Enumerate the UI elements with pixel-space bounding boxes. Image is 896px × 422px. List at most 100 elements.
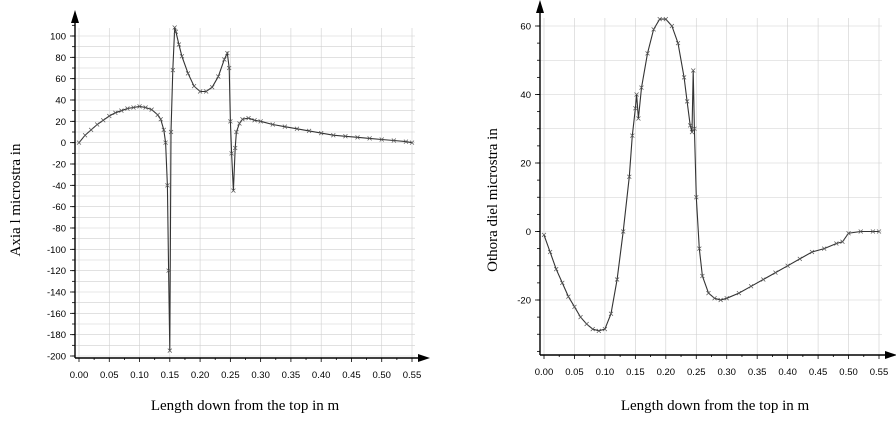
data-point	[343, 134, 348, 139]
y-axis-label: Axia l microstra in	[8, 143, 24, 256]
y-tick-label: -20	[517, 296, 531, 307]
y-tick-label: -180	[47, 330, 66, 341]
data-point	[197, 89, 203, 94]
y-tick-label: -40	[52, 181, 66, 192]
data-point	[821, 246, 827, 251]
data-point	[163, 140, 168, 145]
x-tick-label: 0.35	[282, 370, 301, 381]
data-point	[645, 51, 650, 56]
x-tick-label: 0.05	[565, 367, 584, 378]
y-tick-label: -20	[52, 160, 66, 171]
data-point	[379, 137, 384, 142]
data-point	[748, 284, 754, 289]
data-point	[161, 127, 167, 133]
data-point	[119, 108, 124, 113]
y-tick-label: 40	[520, 90, 531, 101]
y-tick-label: 40	[55, 96, 66, 107]
data-point	[391, 138, 397, 143]
data-point	[231, 188, 236, 193]
data-point	[651, 27, 656, 32]
data-point	[633, 105, 638, 111]
data-point	[636, 116, 641, 121]
data-point	[712, 296, 717, 301]
data-point	[634, 92, 639, 97]
data-point	[834, 241, 839, 246]
data-point	[100, 118, 106, 123]
data-point	[773, 270, 778, 275]
data-point	[596, 328, 602, 334]
data-point	[809, 249, 815, 255]
data-point	[167, 348, 173, 353]
data-point	[785, 263, 790, 268]
data-point	[166, 268, 171, 273]
orthoradial-strain-chart: 0.00 0.05 0.10 0.15 0.20 0.25 0.30 0.35 0.40 0.45…	[485, 0, 896, 414]
data-point	[252, 118, 257, 123]
y-tick-label: -120	[47, 266, 66, 277]
data-point	[88, 127, 94, 133]
data-point	[306, 128, 312, 134]
data-point	[876, 229, 882, 234]
data-point	[846, 230, 851, 236]
data-point	[608, 311, 614, 316]
data-point	[541, 232, 547, 238]
x-tick-label: 0.25	[687, 367, 706, 378]
data-point	[226, 65, 232, 71]
data-point	[684, 99, 690, 104]
data-point	[246, 115, 251, 121]
y-tick-label: 60	[55, 74, 66, 85]
x-tick-label: 0.35	[748, 367, 767, 378]
x-axis-label: Length down from the top in m	[151, 398, 340, 414]
y-tick-label: -80	[52, 224, 66, 235]
y-tick-label: -100	[47, 245, 66, 256]
x-tick-label: 0.55	[403, 370, 422, 381]
data-point	[639, 85, 644, 90]
data-point	[355, 135, 360, 140]
data-point	[270, 122, 275, 127]
x-tick-label: 0.00	[535, 367, 554, 378]
data-point	[240, 116, 245, 122]
data-point	[107, 113, 112, 119]
data-point	[176, 42, 182, 47]
data-point	[234, 129, 239, 135]
data-point	[143, 105, 148, 110]
data-point	[228, 119, 233, 124]
x-tick-label: 0.15	[161, 370, 180, 381]
y-tick-label: 20	[55, 117, 66, 128]
x-tick-label: 0.50	[839, 367, 858, 378]
data-point	[630, 133, 635, 138]
data-point	[216, 74, 221, 79]
data-point	[675, 40, 681, 46]
data-point	[669, 23, 675, 29]
data-point	[94, 122, 100, 127]
data-point	[158, 116, 163, 122]
data-point	[237, 121, 242, 126]
x-axis-label: Length down from the top in m	[621, 398, 810, 414]
data-point	[82, 132, 88, 138]
x-tick-label: 0.10	[596, 367, 615, 378]
data-point	[681, 75, 687, 80]
data-point	[172, 25, 177, 30]
x-tick-label: 0.30	[251, 370, 270, 381]
x-tick-label: 0.30	[717, 367, 736, 378]
data-point	[700, 273, 705, 279]
y-tick-label: -200	[47, 352, 66, 363]
y-tick-label: 60	[520, 22, 531, 33]
x-tick-label: 0.45	[809, 367, 828, 378]
data-point	[191, 83, 197, 89]
data-point	[690, 68, 696, 73]
y-tick-label: -140	[47, 288, 66, 299]
x-tick-label: 0.40	[778, 367, 797, 378]
data-point	[736, 290, 742, 296]
data-point	[620, 229, 626, 234]
x-tick-label: 0.45	[342, 370, 361, 381]
data-point	[663, 16, 669, 22]
series-line	[543, 18, 879, 332]
data-point	[222, 57, 227, 62]
data-point	[367, 136, 372, 141]
data-point	[797, 256, 803, 262]
data-point	[331, 132, 336, 138]
y-axis-label: Othora diel microstra in	[485, 128, 501, 272]
data-point	[602, 326, 608, 332]
data-point	[179, 54, 185, 59]
